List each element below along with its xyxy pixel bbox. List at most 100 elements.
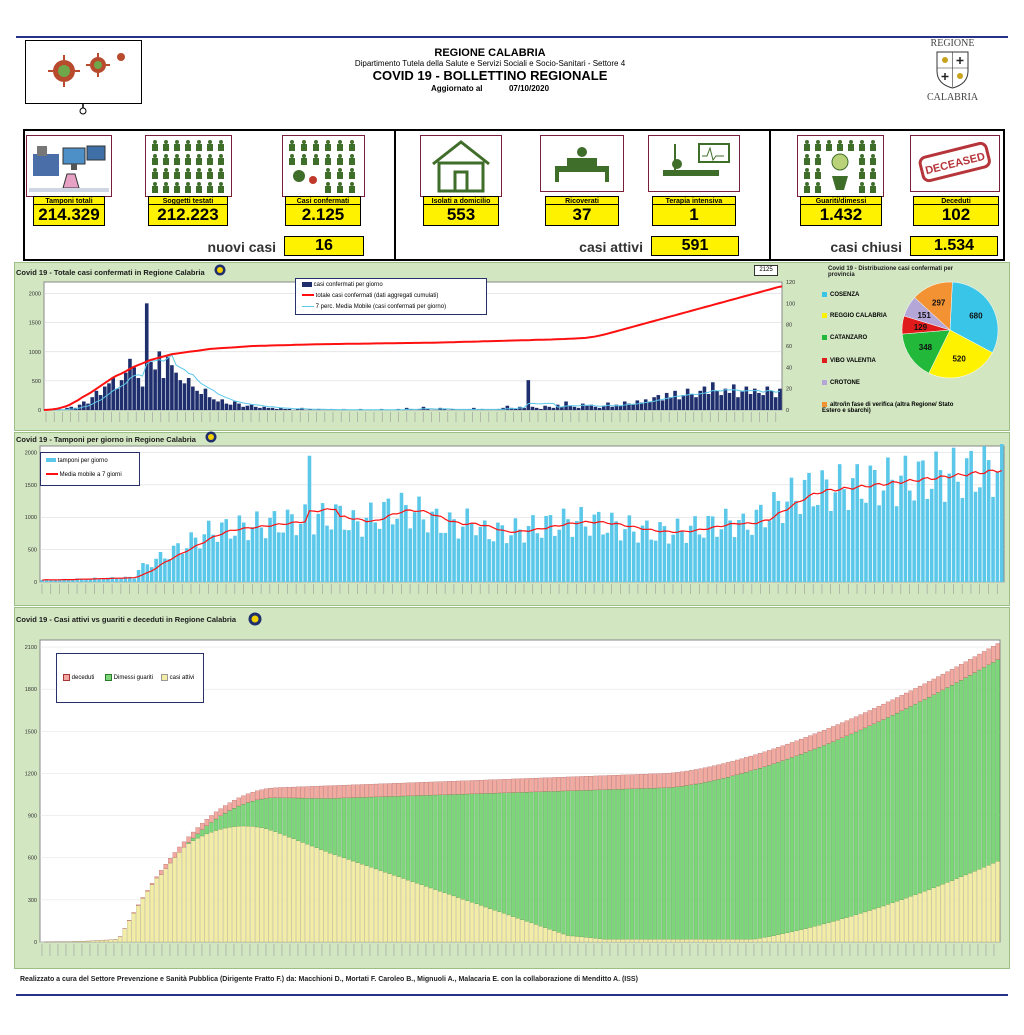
pie-legend-item: CROTONE bbox=[822, 380, 954, 386]
dept-name: Dipartimento Tutela della Salute e Servi… bbox=[354, 59, 626, 68]
pie-slice bbox=[928, 329, 993, 379]
chart3-bar-active bbox=[826, 922, 831, 943]
chart3-bar-deceased bbox=[844, 720, 849, 737]
chart2-bar bbox=[973, 491, 978, 582]
chart1-bar bbox=[601, 405, 606, 410]
chart3-bar-deceased bbox=[149, 883, 155, 885]
chart3-bar-recovered bbox=[547, 791, 552, 930]
chart3-bar-recovered bbox=[405, 795, 411, 881]
chart3-bar-recovered bbox=[762, 766, 767, 938]
chart3-bar-recovered bbox=[616, 789, 621, 940]
chart1-bar bbox=[207, 397, 212, 410]
chart2-bar bbox=[513, 518, 518, 582]
chart1-bar bbox=[539, 408, 543, 410]
chart1-bar bbox=[706, 394, 711, 410]
chart2-bar bbox=[189, 532, 193, 582]
chart2-bar bbox=[224, 519, 229, 582]
chart3-bar-active bbox=[748, 939, 753, 943]
chart2-bar bbox=[303, 504, 307, 582]
chart3-bar-recovered bbox=[442, 794, 447, 893]
chart2-bar bbox=[386, 498, 391, 582]
chart1-bar bbox=[212, 399, 216, 410]
chart3-bar-deceased bbox=[259, 789, 264, 800]
chart3-bar-active bbox=[277, 833, 283, 943]
chart2-bar bbox=[53, 580, 58, 582]
pie-legend-swatch bbox=[822, 335, 827, 340]
chart3-bar-deceased bbox=[351, 784, 356, 798]
pie-slice-label: 680 bbox=[969, 311, 983, 320]
chart3-bar-active bbox=[520, 919, 525, 943]
chart2-bar bbox=[417, 496, 421, 582]
chart2-plot-area bbox=[39, 445, 1005, 583]
chart3-bar-recovered bbox=[872, 723, 877, 910]
chart3-bar-active bbox=[451, 895, 456, 943]
chart3-bar-deceased bbox=[986, 648, 991, 665]
chart3-bar-active bbox=[575, 936, 580, 943]
chart3-bar-deceased bbox=[296, 786, 301, 799]
chart3-bar-active bbox=[954, 878, 959, 943]
chart3-bar-active bbox=[95, 940, 100, 943]
chart3-bar-deceased bbox=[309, 786, 315, 799]
chart3-bar-active bbox=[204, 833, 209, 943]
chart3-bar-active bbox=[634, 939, 639, 943]
chart3-bar-recovered bbox=[277, 797, 283, 834]
chart3-bar-active bbox=[588, 937, 593, 943]
chart3-bar-active bbox=[730, 939, 735, 943]
chart2-bar bbox=[715, 536, 719, 582]
chart3-bar-deceased bbox=[506, 779, 511, 793]
chart2-bar bbox=[443, 532, 448, 582]
chart2-bar bbox=[250, 527, 255, 582]
hospital-bed-icon bbox=[540, 135, 624, 192]
chart3-bar-deceased bbox=[607, 775, 612, 790]
chart3-bar-recovered bbox=[995, 659, 1000, 862]
chart3-bar-active bbox=[268, 830, 273, 943]
chart3-bar-recovered bbox=[565, 790, 571, 936]
chart2-bar bbox=[57, 579, 62, 582]
chart3-bar-deceased bbox=[940, 674, 945, 691]
chart3-bar-recovered bbox=[227, 810, 232, 828]
chart3-bar-active bbox=[369, 867, 374, 943]
pie-slice-label: 520 bbox=[952, 354, 966, 363]
chart2-bar bbox=[719, 529, 724, 582]
chart3-bar-deceased bbox=[483, 779, 488, 794]
chart2-bar bbox=[62, 578, 66, 582]
chart2-bar bbox=[964, 458, 969, 582]
chart3-bar-deceased bbox=[721, 763, 726, 779]
chart1-bar bbox=[77, 404, 82, 410]
chart3-bar-deceased bbox=[693, 769, 699, 785]
chart3-bar-active bbox=[378, 870, 383, 943]
chart2-bar bbox=[456, 538, 461, 582]
chart1-bar bbox=[585, 405, 589, 410]
chart2-bar bbox=[614, 521, 618, 582]
chart1-bar bbox=[740, 390, 744, 410]
chart3-bar-recovered bbox=[191, 837, 196, 841]
chart2-bar bbox=[185, 548, 189, 582]
chart3-bar-active bbox=[122, 928, 127, 943]
chart2-bar bbox=[943, 501, 947, 582]
chart1-bar bbox=[660, 400, 665, 410]
chart1-bar bbox=[123, 372, 128, 410]
chart2-bar bbox=[986, 460, 991, 582]
pie-legend-swatch bbox=[822, 292, 827, 297]
chart1-bar bbox=[258, 407, 262, 410]
chart3-bar-active bbox=[963, 874, 968, 943]
chart3-bar-active bbox=[392, 875, 397, 943]
chart3-bar-recovered bbox=[428, 795, 433, 889]
chart3-bar-recovered bbox=[584, 790, 589, 938]
chart3-bar-active bbox=[159, 874, 164, 943]
chart3-bar-deceased bbox=[739, 758, 744, 774]
chart3-bar-deceased bbox=[511, 778, 516, 793]
chart3-bar-active bbox=[881, 905, 886, 943]
chart3-bar-active bbox=[360, 864, 365, 943]
chart1-bar bbox=[593, 406, 598, 410]
chart2-bar bbox=[206, 520, 211, 582]
chart3-bar-active bbox=[255, 826, 260, 943]
virus-icon bbox=[48, 53, 125, 115]
chart3-bar-deceased bbox=[817, 731, 822, 748]
chart3-bar-active bbox=[506, 914, 511, 943]
pie-legend-label: CATANZARO bbox=[830, 335, 868, 342]
chart1-y-tick: 0 bbox=[38, 408, 41, 414]
pie-legend-item: COSENZA bbox=[822, 292, 954, 298]
chart3-bar-active bbox=[140, 898, 145, 943]
chart3-bar-recovered bbox=[826, 743, 831, 923]
